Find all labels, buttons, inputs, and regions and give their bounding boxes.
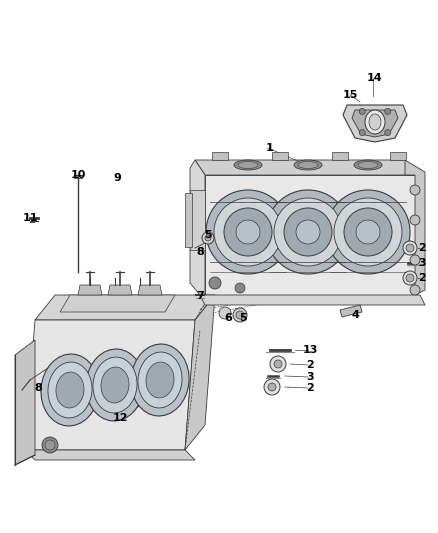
Circle shape — [284, 208, 332, 256]
Circle shape — [356, 220, 380, 244]
Ellipse shape — [294, 160, 322, 170]
Polygon shape — [15, 340, 35, 465]
Polygon shape — [190, 160, 205, 295]
Polygon shape — [352, 110, 398, 137]
Polygon shape — [185, 193, 192, 247]
Circle shape — [359, 108, 365, 115]
Circle shape — [236, 220, 260, 244]
Ellipse shape — [354, 160, 382, 170]
Circle shape — [326, 190, 410, 274]
Circle shape — [406, 274, 414, 282]
Circle shape — [270, 356, 286, 372]
Ellipse shape — [56, 372, 84, 408]
Polygon shape — [340, 305, 362, 317]
Text: 4: 4 — [351, 310, 359, 320]
Circle shape — [274, 198, 342, 266]
Circle shape — [410, 215, 420, 225]
Ellipse shape — [365, 110, 385, 134]
Circle shape — [410, 285, 420, 295]
Text: 10: 10 — [71, 170, 86, 180]
Circle shape — [42, 437, 58, 453]
Circle shape — [236, 311, 244, 319]
Circle shape — [403, 271, 417, 285]
Polygon shape — [390, 152, 406, 160]
Circle shape — [274, 360, 282, 368]
Circle shape — [235, 283, 245, 293]
Polygon shape — [212, 152, 228, 160]
Text: 7: 7 — [196, 291, 204, 301]
Text: 6: 6 — [224, 313, 232, 323]
Circle shape — [406, 244, 414, 252]
Text: 3: 3 — [306, 372, 314, 382]
Polygon shape — [108, 285, 132, 295]
Ellipse shape — [358, 161, 378, 168]
Circle shape — [233, 308, 247, 322]
Polygon shape — [195, 160, 415, 175]
Text: 8: 8 — [196, 247, 204, 257]
Polygon shape — [25, 450, 195, 460]
Text: 5: 5 — [239, 313, 247, 323]
Polygon shape — [78, 285, 102, 295]
Ellipse shape — [41, 354, 99, 426]
Text: 3: 3 — [418, 258, 426, 268]
Polygon shape — [205, 175, 415, 295]
Ellipse shape — [131, 344, 189, 416]
Polygon shape — [332, 152, 348, 160]
Polygon shape — [25, 320, 195, 450]
Circle shape — [219, 307, 231, 319]
Circle shape — [214, 198, 282, 266]
Polygon shape — [190, 190, 205, 250]
Circle shape — [45, 440, 55, 450]
Polygon shape — [343, 105, 407, 142]
Polygon shape — [60, 295, 175, 312]
Text: 8: 8 — [34, 383, 42, 393]
Text: 15: 15 — [343, 90, 358, 100]
Polygon shape — [138, 285, 162, 295]
Text: 9: 9 — [113, 173, 121, 183]
Text: 12: 12 — [112, 413, 128, 423]
Circle shape — [385, 130, 391, 135]
Circle shape — [359, 130, 365, 135]
Polygon shape — [200, 295, 425, 305]
Text: 1: 1 — [266, 143, 274, 153]
Polygon shape — [405, 160, 425, 295]
Circle shape — [334, 198, 402, 266]
Circle shape — [410, 185, 420, 195]
Circle shape — [268, 383, 276, 391]
Circle shape — [403, 241, 417, 255]
Circle shape — [264, 379, 280, 395]
Polygon shape — [272, 152, 288, 160]
Polygon shape — [185, 295, 215, 450]
Text: 5: 5 — [204, 230, 212, 240]
Circle shape — [296, 220, 320, 244]
Ellipse shape — [86, 349, 144, 421]
Circle shape — [385, 108, 391, 115]
Ellipse shape — [138, 352, 182, 408]
Text: 2: 2 — [418, 243, 426, 253]
Circle shape — [209, 277, 221, 289]
Circle shape — [224, 208, 272, 256]
Ellipse shape — [298, 161, 318, 168]
Circle shape — [202, 232, 214, 244]
Ellipse shape — [234, 160, 262, 170]
Circle shape — [344, 208, 392, 256]
Ellipse shape — [369, 114, 381, 130]
Text: 14: 14 — [367, 73, 383, 83]
Ellipse shape — [101, 367, 129, 403]
Text: 2: 2 — [306, 360, 314, 370]
Ellipse shape — [93, 357, 137, 413]
Circle shape — [410, 255, 420, 265]
Ellipse shape — [238, 161, 258, 168]
Text: 13: 13 — [302, 345, 318, 355]
Text: 2: 2 — [306, 383, 314, 393]
Text: 2: 2 — [418, 273, 426, 283]
Circle shape — [206, 190, 290, 274]
Circle shape — [266, 190, 350, 274]
Circle shape — [205, 235, 211, 241]
Text: 11: 11 — [22, 213, 38, 223]
Ellipse shape — [146, 362, 174, 398]
Polygon shape — [35, 295, 215, 320]
Ellipse shape — [48, 362, 92, 418]
